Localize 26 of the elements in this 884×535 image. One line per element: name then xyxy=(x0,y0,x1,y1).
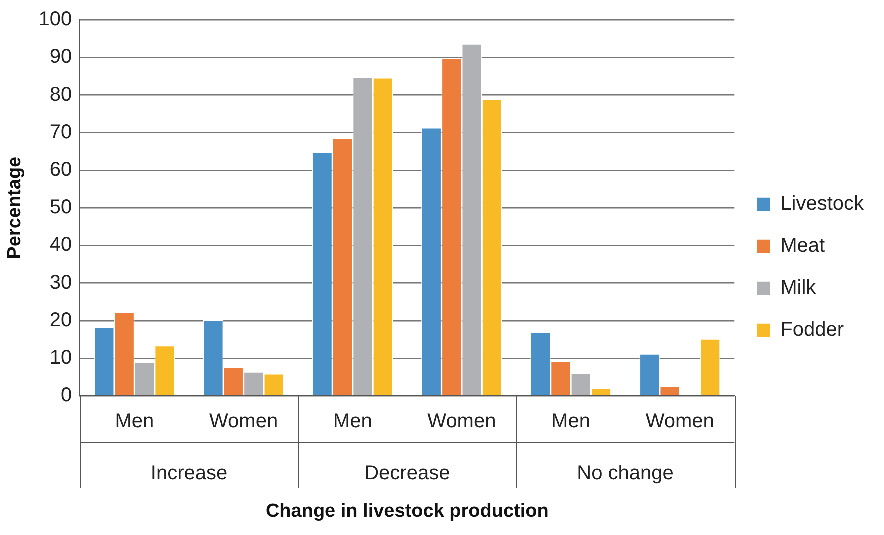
legend-label: Meat xyxy=(780,235,826,258)
legend-label: Milk xyxy=(780,277,818,300)
y-tick-label: 90 xyxy=(50,46,72,68)
y-tick-label: 30 xyxy=(50,272,72,294)
x-tick-label: Women xyxy=(210,410,278,433)
y-axis-title: Percentage xyxy=(4,156,26,260)
y-tick-label: 100 xyxy=(38,8,72,31)
text: Increase xyxy=(150,462,228,485)
y-tick-label: 0 xyxy=(61,384,72,407)
legend-label: Livestock xyxy=(780,193,865,216)
y-tick-label: 80 xyxy=(50,84,72,106)
y-tick-label: 70 xyxy=(50,121,72,144)
text: Decrease xyxy=(364,462,450,485)
y-tick-label: 20 xyxy=(50,309,72,332)
y-tick-label: 40 xyxy=(50,234,72,256)
y-tick-label: 60 xyxy=(50,158,72,181)
x-tick-label: Men xyxy=(115,410,154,433)
y-tick-label: 10 xyxy=(50,347,72,370)
x-axis-title: Change in livestock production xyxy=(266,500,549,522)
x-tick-label: Women xyxy=(428,410,496,433)
text: No change xyxy=(577,462,674,485)
y-tick-label: 50 xyxy=(50,196,72,219)
x-tick-label: Men xyxy=(333,410,372,433)
legend-label: Fodder xyxy=(780,319,844,342)
x-tick-label: Men xyxy=(552,410,590,433)
x-tick-label: Women xyxy=(646,410,714,433)
